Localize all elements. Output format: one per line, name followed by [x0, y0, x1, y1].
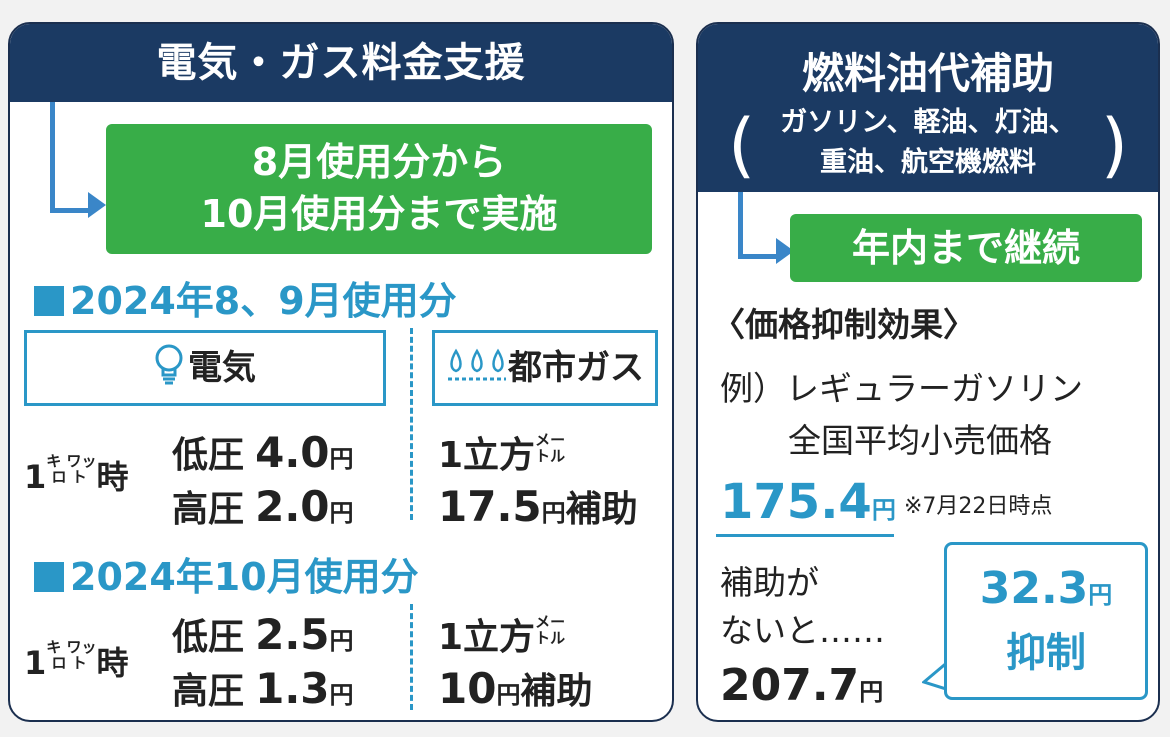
right-panel-title: 燃料油代補助 — [801, 49, 1054, 98]
gas-label-box: 都市ガス — [432, 330, 658, 406]
gas-per-unit-2: 1立方メー トル — [438, 613, 566, 658]
low-voltage-value-2: 2.5 — [255, 610, 330, 659]
section-heading-oct: 2024年10月使用分 — [34, 546, 419, 601]
gas-subsidy-value-2: 10 — [438, 664, 497, 713]
gas-flame-icon — [448, 348, 506, 381]
suppression-callout: 32.3円 抑制 — [944, 542, 1148, 700]
low-voltage-row-2: 低圧 2.5円 — [172, 610, 354, 659]
price-note: ※7月22日時点 — [904, 494, 1053, 519]
section2-divider — [410, 604, 413, 710]
current-price-value: 175.4 — [720, 474, 872, 530]
example-line2: 全国平均小売価格 — [788, 421, 1052, 460]
high-voltage-value-2: 1.3 — [255, 664, 330, 713]
example-line1: 例）レギュラーガソリン — [720, 369, 1083, 408]
paren-open: ( — [728, 104, 756, 186]
section-heading-aug-sep: 2024年8、9月使用分 — [34, 270, 457, 325]
effect-heading: 〈価格抑制効果〉 — [712, 305, 976, 344]
right-panel-header: 燃料油代補助 ガソリン、軽油、灯油、 重油、航空機燃料 ( ) — [698, 24, 1158, 192]
low-voltage-row-1: 低圧 4.0円 — [172, 428, 354, 477]
left-panel-title: 電気・ガス料金支援 — [10, 24, 672, 102]
section-square-icon — [34, 286, 64, 316]
right-period-box: 年内まで継続 — [790, 214, 1142, 282]
electric-label-box: 電気 — [24, 330, 386, 406]
left-arrow-line — [50, 102, 95, 213]
high-voltage-row-2: 高圧 1.3円 — [172, 664, 354, 713]
without-price: 207.7円 — [720, 660, 884, 711]
high-voltage-value-1: 2.0 — [255, 482, 330, 531]
without-line2: ないと…… — [720, 611, 885, 650]
current-price: 175.4円 — [720, 474, 896, 530]
right-arrow-line — [738, 192, 783, 259]
left-arrow-head — [88, 192, 106, 218]
electricity-gas-support-panel: 電気・ガス料金支援 8月使用分から 10月使用分まで実施 2024年8、9月使用… — [8, 22, 674, 722]
gas-subsidy-value-1: 17.5 — [438, 482, 542, 531]
right-subtitle-line2: 重油、航空機燃料 — [820, 147, 1036, 178]
without-price-value: 207.7 — [720, 660, 860, 711]
fuel-subsidy-panel: 燃料油代補助 ガソリン、軽油、灯油、 重油、航空機燃料 ( ) 年内まで継続 〈… — [696, 22, 1160, 722]
current-price-underline — [716, 534, 894, 537]
gas-label: 都市ガス — [508, 348, 644, 388]
without-line1: 補助が — [720, 563, 819, 602]
suppression-value: 32.3 — [979, 563, 1089, 614]
section1-divider — [410, 328, 413, 520]
section-square-icon — [34, 562, 64, 592]
low-voltage-value-1: 4.0 — [255, 428, 330, 477]
lightbulb-icon — [155, 344, 183, 385]
kwh-unit-2: 1キ ワッ ロ ト時 — [24, 638, 129, 682]
kwh-unit-1: 1キ ワッ ロ ト時 — [24, 452, 129, 496]
right-subtitle-line1: ガソリン、軽油、灯油、 — [780, 107, 1076, 138]
electric-label: 電気 — [188, 348, 256, 388]
gas-per-unit-1: 1立方メー トル — [438, 431, 566, 476]
left-period-line1: 8月使用分から — [251, 140, 507, 184]
gas-subsidy-row-1: 17.5円補助 — [438, 482, 638, 531]
high-voltage-row-1: 高圧 2.0円 — [172, 482, 354, 531]
suppression-label: 抑制 — [1006, 630, 1086, 676]
left-period-box: 8月使用分から 10月使用分まで実施 — [106, 124, 652, 254]
left-period-line2: 10月使用分まで実施 — [200, 192, 558, 236]
paren-close: ) — [1100, 104, 1128, 186]
right-arrow-head — [776, 238, 794, 264]
gas-subsidy-row-2: 10円補助 — [438, 664, 593, 713]
